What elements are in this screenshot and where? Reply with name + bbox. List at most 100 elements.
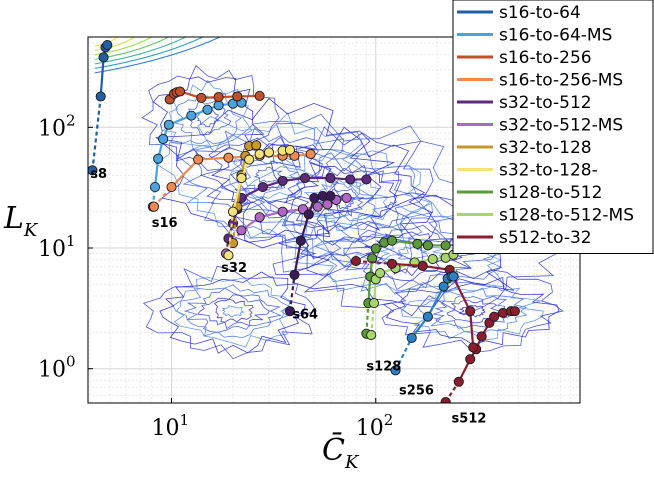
series-point-s16-to-64-ms bbox=[158, 133, 169, 145]
series-point-s512-to-32-path bbox=[465, 306, 476, 317]
series-point-s16-to-256-ms bbox=[193, 154, 204, 165]
legend-label-s32-to-512-ms: s32-to-512-MS bbox=[499, 116, 623, 136]
series-point-s32-to-128 bbox=[251, 140, 262, 151]
contour-line bbox=[142, 265, 317, 360]
start-label-s512: s512 bbox=[452, 411, 487, 426]
series-leadin-s256-to-64 bbox=[394, 337, 413, 371]
y-tick-label: 101 bbox=[38, 232, 76, 262]
series-point-s128-to-512 bbox=[422, 240, 433, 251]
legend-box bbox=[452, 0, 654, 254]
series-point-s512-to-32 bbox=[498, 307, 509, 318]
y-tick-label: 102 bbox=[38, 111, 76, 141]
series-point-s32-to-512-ms bbox=[236, 225, 247, 236]
legend-label-s16-to-256: s16-to-256 bbox=[499, 48, 592, 68]
series-point-s16-to-256-ms bbox=[148, 201, 159, 212]
series-point-s32-to-512-ms bbox=[322, 199, 333, 210]
tick-layer: 101 102 100 101 102 bbox=[38, 111, 393, 441]
contour-line-peak bbox=[94, 37, 136, 51]
series-point-s32-to-512-ms bbox=[277, 206, 288, 217]
legend-label-s128-to-512-ms: s128-to-512-MS bbox=[499, 206, 634, 226]
series-point-s32-to-512-ms bbox=[312, 201, 323, 212]
series-point-s32-to-512 bbox=[361, 174, 372, 185]
series-point-s256-to-64 bbox=[390, 365, 401, 376]
contour-line-peak bbox=[94, 37, 221, 74]
series-point-s128-to-512-ms bbox=[368, 297, 380, 309]
x-axis-title: C̄K bbox=[322, 432, 360, 473]
series-point-s64-to-512 bbox=[289, 269, 300, 280]
series-point-s16-to-256-ms bbox=[305, 149, 316, 160]
start-label-s8: s8 bbox=[90, 167, 107, 182]
series-point-s32-to-128- bbox=[284, 144, 295, 155]
series-point-s128-to-512 bbox=[386, 235, 397, 246]
legend-label-s16-to-64: s16-to-64 bbox=[499, 3, 581, 23]
series-point-s16-to-64-ms bbox=[153, 153, 164, 164]
contour-line bbox=[172, 284, 290, 339]
start-label-s16: s16 bbox=[152, 216, 178, 231]
series-point-s256-to-64 bbox=[422, 311, 433, 322]
legend-label-s16-to-64-ms: s16-to-64-MS bbox=[499, 26, 612, 46]
contour-line bbox=[183, 287, 282, 333]
series-point-s16-to-256 bbox=[174, 86, 186, 97]
series-point-s16-to-256 bbox=[254, 90, 265, 101]
y-axis-title: LK bbox=[3, 201, 39, 241]
series-point-s512-to-32-path bbox=[468, 342, 479, 353]
contour-line bbox=[162, 79, 253, 154]
contour-line bbox=[446, 299, 501, 324]
legend-label-s512-to-32: s512-to-32 bbox=[499, 228, 592, 248]
contour-line bbox=[214, 298, 254, 323]
series-point-s512-to-32-path bbox=[386, 258, 397, 269]
contour-line bbox=[417, 287, 528, 335]
series-point-s16-to-64-ms bbox=[149, 181, 161, 193]
series-point-s512-to-32 bbox=[453, 376, 464, 387]
series-point-s512-to-32 bbox=[489, 311, 500, 322]
series-leadin-s32-to-128- bbox=[227, 211, 235, 256]
legend-label-s32-to-128-: s32-to-128- bbox=[499, 161, 598, 181]
series-leadin-s128-to-512 bbox=[365, 302, 370, 334]
series-point-s32-to-512 bbox=[257, 181, 268, 193]
series-point-s16-to-256-ms bbox=[166, 181, 177, 193]
legend-label-s128-to-512: s128-to-512 bbox=[499, 183, 602, 203]
series-point-s32-to-512 bbox=[325, 172, 336, 184]
series-point-s512-to-32-path bbox=[417, 260, 428, 272]
contour-line bbox=[242, 148, 431, 268]
series-point-s16-to-256-ms bbox=[223, 152, 234, 163]
contour-line bbox=[243, 159, 299, 191]
series-point-s512-to-32 bbox=[465, 354, 476, 365]
series-point-s32-to-128- bbox=[244, 154, 255, 165]
contour-line bbox=[364, 231, 463, 277]
series-point-s16-to-64 bbox=[88, 165, 98, 176]
series-point-s32-to-512-ms bbox=[341, 192, 352, 203]
series-point-s16-to-64 bbox=[95, 91, 106, 102]
series-point-s32-to-512 bbox=[277, 175, 288, 186]
contour-line bbox=[458, 304, 486, 318]
series-point-s16-to-64 bbox=[98, 52, 109, 63]
x-tick-label: 101 bbox=[152, 411, 190, 441]
contour-line bbox=[152, 76, 265, 161]
series-point-s32-to-512-ms bbox=[254, 212, 265, 223]
series-point-s16-to-64 bbox=[102, 40, 113, 51]
contour-line bbox=[159, 271, 306, 354]
series-point-s32-to-128- bbox=[227, 206, 239, 217]
series-leadin-s128-to-512-ms bbox=[370, 302, 376, 336]
start-label-s32: s32 bbox=[221, 261, 247, 276]
start-label-s128: s128 bbox=[366, 359, 401, 374]
series-point-s32-to-128- bbox=[254, 149, 265, 160]
contour-line bbox=[196, 107, 220, 128]
series-point-s256-to-64 bbox=[438, 281, 449, 292]
contour-line bbox=[381, 269, 564, 353]
series-point-s64-to-512 bbox=[295, 235, 306, 246]
series-point-s16-to-256 bbox=[213, 92, 224, 103]
series-point-s256-to-64 bbox=[406, 332, 417, 343]
contour-line-peak bbox=[94, 37, 204, 69]
series-point-s128-to-512 bbox=[370, 243, 381, 254]
contour-line bbox=[396, 246, 429, 261]
legend-label-s32-to-128: s32-to-128 bbox=[499, 138, 592, 158]
series-point-s128-to-512 bbox=[412, 238, 423, 250]
series-point-s32-to-512 bbox=[345, 174, 356, 185]
contour-line bbox=[171, 92, 243, 145]
series-point-s16-to-64-ms bbox=[213, 100, 224, 111]
contour-line bbox=[253, 166, 284, 183]
series-point-s512-to-32 bbox=[509, 306, 520, 317]
contour-line bbox=[219, 113, 470, 274]
